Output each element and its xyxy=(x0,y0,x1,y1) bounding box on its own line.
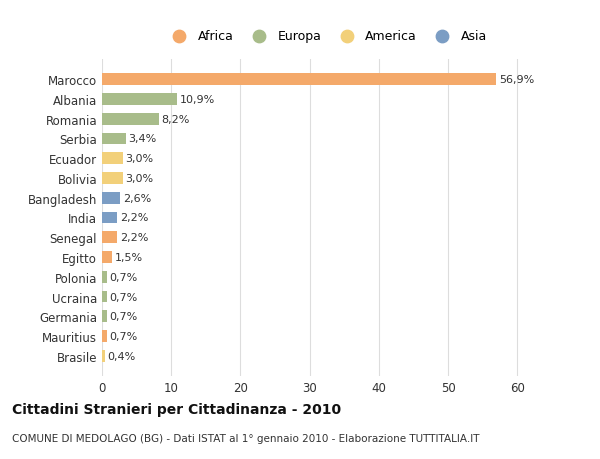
Bar xyxy=(102,330,107,342)
Text: Cittadini Stranieri per Cittadinanza - 2010: Cittadini Stranieri per Cittadinanza - 2… xyxy=(12,402,341,416)
Bar xyxy=(102,232,117,244)
Text: 1,5%: 1,5% xyxy=(115,252,143,263)
Bar xyxy=(102,192,120,204)
Bar xyxy=(102,153,123,165)
Bar xyxy=(102,350,105,362)
Bar xyxy=(102,133,125,145)
Text: 2,2%: 2,2% xyxy=(120,213,148,223)
Text: 0,4%: 0,4% xyxy=(107,351,136,361)
Text: 0,7%: 0,7% xyxy=(110,292,138,302)
Text: 3,0%: 3,0% xyxy=(125,154,154,164)
Bar xyxy=(102,74,496,86)
Bar xyxy=(102,252,112,263)
Text: 3,0%: 3,0% xyxy=(125,174,154,184)
Text: 8,2%: 8,2% xyxy=(161,114,190,124)
Text: 3,4%: 3,4% xyxy=(128,134,157,144)
Bar xyxy=(102,311,107,323)
Text: 56,9%: 56,9% xyxy=(499,75,534,85)
Legend: Africa, Europa, America, Asia: Africa, Europa, America, Asia xyxy=(162,25,492,48)
Bar xyxy=(102,212,117,224)
Text: 0,7%: 0,7% xyxy=(110,272,138,282)
Bar xyxy=(102,173,123,185)
Bar xyxy=(102,94,178,106)
Bar xyxy=(102,271,107,283)
Text: 10,9%: 10,9% xyxy=(180,95,215,105)
Text: COMUNE DI MEDOLAGO (BG) - Dati ISTAT al 1° gennaio 2010 - Elaborazione TUTTITALI: COMUNE DI MEDOLAGO (BG) - Dati ISTAT al … xyxy=(12,433,479,442)
Text: 0,7%: 0,7% xyxy=(110,331,138,341)
Bar xyxy=(102,113,159,125)
Text: 2,6%: 2,6% xyxy=(123,193,151,203)
Text: 0,7%: 0,7% xyxy=(110,312,138,322)
Text: 2,2%: 2,2% xyxy=(120,233,148,243)
Bar xyxy=(102,291,107,303)
